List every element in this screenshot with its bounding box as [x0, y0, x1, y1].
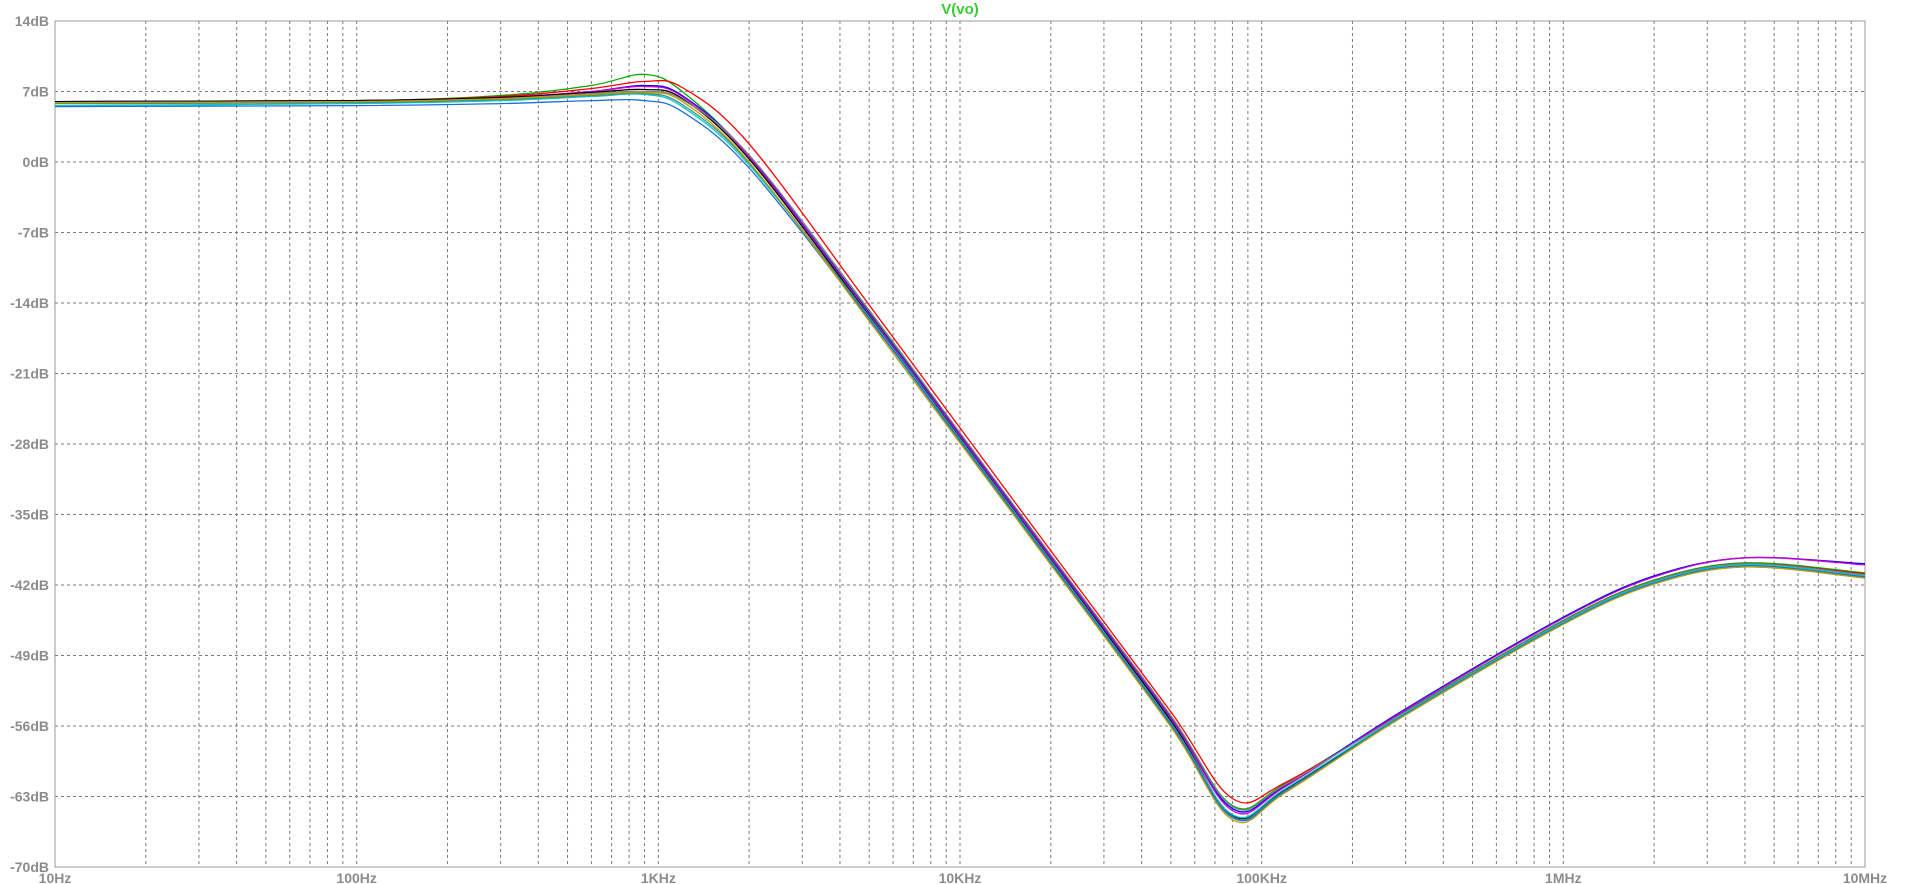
y-tick-label: -14dB — [10, 295, 49, 311]
series-line-8 — [54, 98, 1866, 822]
y-tick-label: 14dB — [15, 13, 49, 29]
y-tick-label: 0dB — [23, 154, 49, 170]
x-tick-label: 1MHz — [1545, 870, 1582, 884]
x-tick-label: 100KHz — [1236, 870, 1287, 884]
y-axis-ticks: 14dB 7dB 0dB -7dB -14dB -21dB -28dB -35dB -42dB -… — [10, 13, 49, 875]
plot-frame — [54, 20, 1866, 868]
y-tick-label: -49dB — [10, 648, 49, 664]
series-line-9 — [54, 91, 1866, 824]
y-tick-label: -28dB — [10, 436, 49, 452]
y-tick-label: -42dB — [10, 577, 49, 593]
x-tick-label: 10Hz — [39, 870, 72, 884]
x-tick-label: 100Hz — [336, 870, 376, 884]
y-tick-label: -70dB — [10, 859, 49, 875]
grid — [55, 20, 1865, 868]
series-group — [54, 73, 1866, 824]
y-tick-label: -35dB — [10, 507, 49, 523]
y-tick-label: -21dB — [10, 366, 49, 382]
y-tick-label: -63dB — [10, 789, 49, 805]
x-axis-ticks: 10Hz 100Hz 1KHz 10KHz 100KHz 1MHz 10MHz — [39, 870, 1888, 884]
x-tick-label: 1KHz — [641, 870, 676, 884]
x-tick-label: 10MHz — [1843, 870, 1887, 884]
chart-title: V(vo) — [941, 1, 979, 18]
y-tick-label: 7dB — [23, 84, 49, 100]
series-line-5 — [54, 90, 1866, 811]
y-tick-label: -7dB — [18, 225, 49, 241]
x-tick-label: 10KHz — [939, 870, 982, 884]
y-tick-label: -56dB — [10, 718, 49, 734]
